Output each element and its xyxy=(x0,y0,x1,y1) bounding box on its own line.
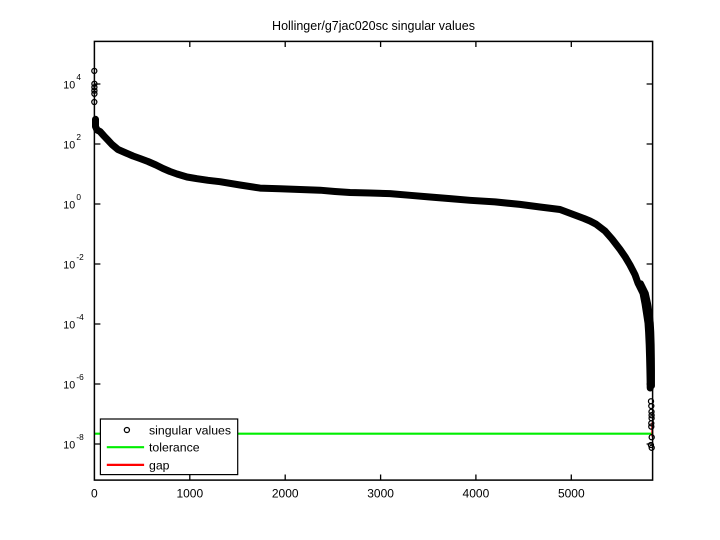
svg-text:0: 0 xyxy=(91,486,98,500)
svg-text:10: 10 xyxy=(63,380,75,392)
svg-text:-4: -4 xyxy=(76,312,84,322)
svg-text:0: 0 xyxy=(76,192,81,202)
svg-text:10: 10 xyxy=(63,320,75,332)
svg-text:10: 10 xyxy=(63,260,75,272)
svg-text:2000: 2000 xyxy=(272,486,299,500)
svg-text:-2: -2 xyxy=(76,252,84,262)
svg-text:10: 10 xyxy=(63,140,75,152)
svg-text:tolerance: tolerance xyxy=(149,441,200,455)
svg-text:gap: gap xyxy=(149,458,170,472)
svg-text:5000: 5000 xyxy=(558,486,585,500)
svg-text:3000: 3000 xyxy=(367,486,394,500)
svg-text:Hollinger/g7jac020sc singular: Hollinger/g7jac020sc singular values xyxy=(272,19,475,33)
svg-text:-8: -8 xyxy=(76,432,84,442)
svg-text:4000: 4000 xyxy=(463,486,490,500)
svg-text:singular values: singular values xyxy=(149,423,231,437)
svg-text:10: 10 xyxy=(63,200,75,212)
svg-text:1000: 1000 xyxy=(176,486,203,500)
svg-text:2: 2 xyxy=(76,132,81,142)
svg-text:4: 4 xyxy=(76,72,81,82)
svg-text:-6: -6 xyxy=(76,372,84,382)
svg-text:10: 10 xyxy=(63,440,75,452)
svg-text:10: 10 xyxy=(63,80,75,92)
